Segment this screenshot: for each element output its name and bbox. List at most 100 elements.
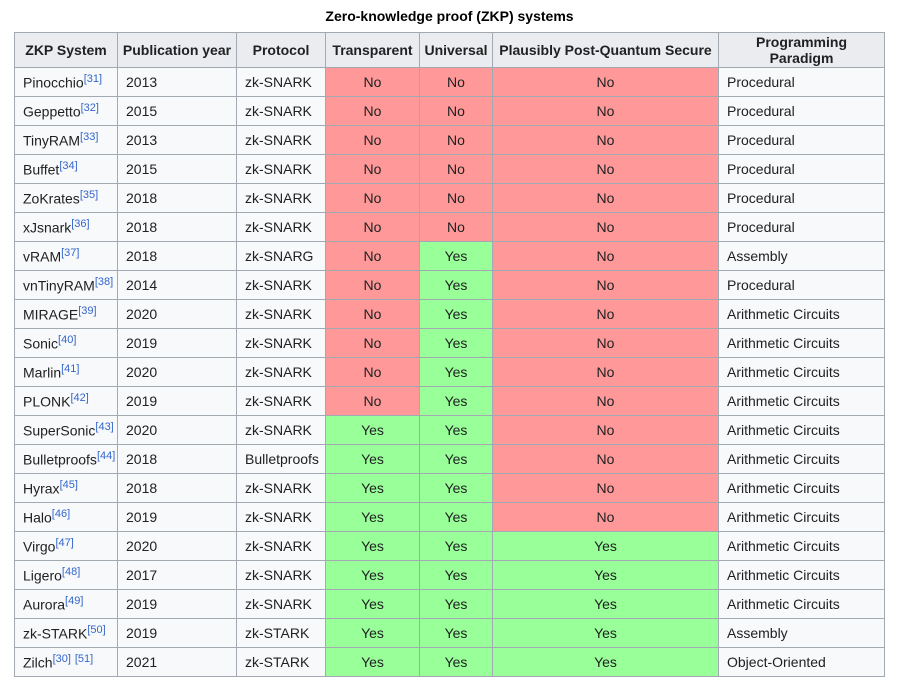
table-row: Aurora[49] 2019 zk-SNARK Yes Yes Yes Ari… [14, 589, 885, 619]
universal-cell: No [419, 212, 493, 242]
zkp-system-name: MIRAGE [23, 306, 79, 323]
reference-link[interactable]: [50] [87, 623, 106, 636]
transparent-cell: No [325, 154, 420, 184]
reference-link[interactable]: [43] [95, 420, 114, 433]
publication-year-cell: 2020 [117, 299, 237, 329]
universal-cell: Yes [419, 502, 493, 532]
universal-cell: Yes [419, 473, 493, 503]
paradigm-cell: Procedural [718, 154, 885, 184]
reference-link[interactable]: [40] [58, 333, 77, 346]
zkp-system-cell: SuperSonic[43] [14, 415, 118, 445]
table-row: vnTinyRAM[38] 2014 zk-SNARK No Yes No Pr… [14, 270, 885, 300]
zkp-system-cell: vRAM[37] [14, 241, 118, 271]
post-quantum-cell: Yes [492, 531, 719, 561]
zkp-system-name: Halo [23, 509, 52, 526]
reference-link[interactable]: [49] [65, 594, 84, 607]
zkp-system-cell: Bulletproofs[44] [14, 444, 118, 474]
universal-cell: No [419, 154, 493, 184]
reference-link[interactable]: [51] [74, 652, 94, 665]
reference-link[interactable]: [37] [61, 246, 80, 259]
post-quantum-cell: No [492, 241, 719, 271]
protocol-cell: zk-SNARK [236, 96, 326, 126]
transparent-cell: No [325, 357, 420, 387]
column-header-transparent: Transparent [325, 32, 420, 68]
reference-link[interactable]: [38] [94, 275, 114, 288]
universal-cell: No [419, 125, 493, 155]
publication-year-cell: 2020 [117, 415, 237, 445]
paradigm-cell: Arithmetic Circuits [718, 560, 885, 590]
universal-cell: Yes [419, 328, 493, 358]
reference-link[interactable]: [34] [59, 159, 78, 172]
zkp-system-cell: Ligero[48] [14, 560, 118, 590]
reference-link[interactable]: [46] [51, 507, 71, 520]
paradigm-cell: Procedural [718, 96, 885, 126]
protocol-cell: zk-SNARK [236, 212, 326, 242]
zkp-system-cell: ZoKrates[35] [14, 183, 118, 213]
post-quantum-cell: No [492, 183, 719, 213]
zkp-system-name: PLONK [23, 393, 71, 410]
table-row: MIRAGE[39] 2020 zk-SNARK No Yes No Arith… [14, 299, 885, 329]
paradigm-cell: Arithmetic Circuits [718, 386, 885, 416]
protocol-cell: Bulletproofs [236, 444, 326, 474]
transparent-cell: Yes [325, 502, 420, 532]
reference-link[interactable]: [31] [83, 72, 103, 85]
reference-link[interactable]: [41] [61, 362, 80, 375]
universal-cell: No [419, 67, 493, 97]
publication-year-cell: 2018 [117, 473, 237, 503]
table-row: Bulletproofs[44] 2018 Bulletproofs Yes Y… [14, 444, 885, 474]
column-header-post-quantum: Plausibly Post-Quantum Secure [492, 32, 719, 68]
reference-link[interactable]: [32] [80, 101, 99, 114]
protocol-cell: zk-SNARK [236, 502, 326, 532]
zkp-system-cell: Halo[46] [14, 502, 118, 532]
publication-year-cell: 2018 [117, 444, 237, 474]
zkp-system-cell: Buffet[34] [14, 154, 118, 184]
reference-link[interactable]: [47] [55, 536, 74, 549]
transparent-cell: Yes [325, 618, 420, 648]
reference-link[interactable]: [35] [79, 188, 99, 201]
zkp-system-name: Pinocchio [23, 74, 84, 91]
reference-link[interactable]: [42] [70, 391, 89, 404]
zkp-system-name: xJsnark [23, 219, 72, 236]
zkp-system-name: Ligero [23, 567, 62, 584]
zkp-system-name: Hyrax [23, 480, 60, 497]
publication-year-cell: 2019 [117, 618, 237, 648]
universal-cell: Yes [419, 299, 493, 329]
post-quantum-cell: No [492, 212, 719, 242]
universal-cell: Yes [419, 270, 493, 300]
reference-link[interactable]: [48] [61, 565, 81, 578]
reference-link[interactable]: [36] [71, 217, 90, 230]
protocol-cell: zk-SNARK [236, 183, 326, 213]
reference-link[interactable]: [39] [78, 304, 97, 317]
table-row: xJsnark[36] 2018 zk-SNARK No No No Proce… [14, 212, 885, 242]
protocol-cell: zk-SNARK [236, 415, 326, 445]
table-row: Buffet[34] 2015 zk-SNARK No No No Proced… [14, 154, 885, 184]
table-row: Halo[46] 2019 zk-SNARK Yes Yes No Arithm… [14, 502, 885, 532]
universal-cell: Yes [419, 415, 493, 445]
transparent-cell: No [325, 96, 420, 126]
paradigm-cell: Procedural [718, 212, 885, 242]
reference-link[interactable]: [33] [80, 130, 99, 143]
table-row: Virgo[47] 2020 zk-SNARK Yes Yes Yes Arit… [14, 531, 885, 561]
zkp-system-cell: PLONK[42] [14, 386, 118, 416]
transparent-cell: No [325, 212, 420, 242]
table-row: vRAM[37] 2018 zk-SNARG No Yes No Assembl… [14, 241, 885, 271]
paradigm-cell: Arithmetic Circuits [718, 531, 885, 561]
table-row: Marlin[41] 2020 zk-SNARK No Yes No Arith… [14, 357, 885, 387]
column-header-paradigm: Programming Paradigm [718, 32, 885, 68]
transparent-cell: No [325, 386, 420, 416]
publication-year-cell: 2017 [117, 560, 237, 590]
protocol-cell: zk-SNARK [236, 328, 326, 358]
reference-link[interactable]: [45] [59, 478, 78, 491]
universal-cell: Yes [419, 386, 493, 416]
zkp-system-cell: Sonic[40] [14, 328, 118, 358]
universal-cell: Yes [419, 647, 493, 677]
universal-cell: Yes [419, 560, 493, 590]
reference-link[interactable]: [44] [96, 449, 116, 462]
publication-year-cell: 2013 [117, 125, 237, 155]
table-row: Zilch[30] [51] 2021 zk-STARK Yes Yes Yes… [14, 647, 885, 677]
reference-link[interactable]: [30] [52, 652, 71, 665]
protocol-cell: zk-SNARK [236, 589, 326, 619]
post-quantum-cell: No [492, 96, 719, 126]
zkp-system-cell: MIRAGE[39] [14, 299, 118, 329]
